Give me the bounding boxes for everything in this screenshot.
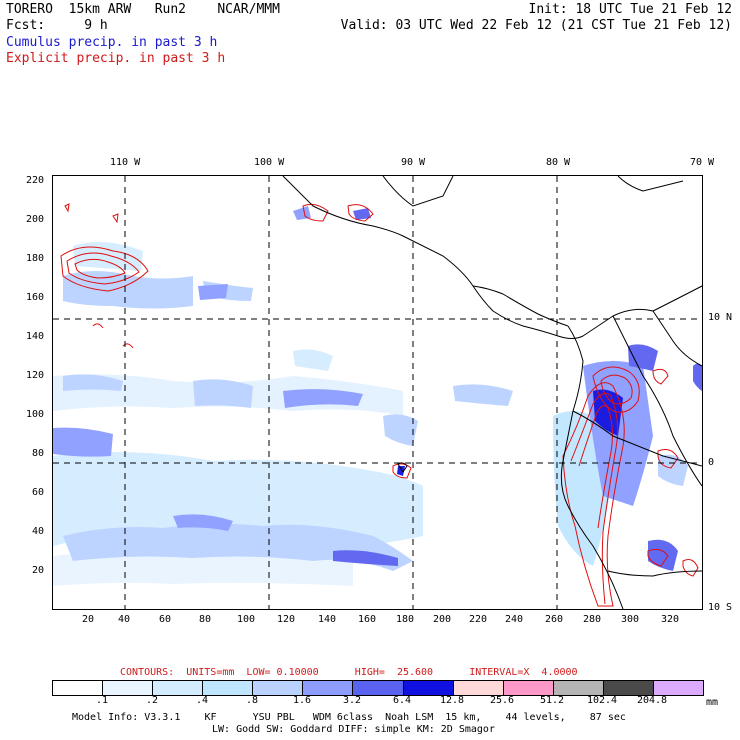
cumulus-precip-shading	[53, 206, 702, 586]
colorbar-label: .4	[195, 695, 209, 706]
lon-label-90w: 90 W	[401, 157, 426, 168]
y-tick: 200	[26, 214, 45, 225]
explicit-legend: Explicit precip. in past 3 h	[6, 51, 226, 66]
x-tick: 240	[505, 614, 524, 625]
y-tick: 220	[26, 175, 45, 186]
x-tick: 60	[159, 614, 172, 625]
x-tick: 280	[583, 614, 602, 625]
precip-colorbar	[52, 680, 704, 696]
colorbar-label: 204.8	[636, 695, 668, 706]
colorbar-label: .1	[95, 695, 109, 706]
y-tick: 100	[26, 409, 45, 420]
colorbar-swatch	[253, 681, 304, 695]
x-tick: 120	[277, 614, 296, 625]
lat-label-10s: 10 S	[708, 602, 733, 613]
y-tick: 140	[26, 331, 45, 342]
colorbar-swatch	[403, 681, 454, 695]
colorbar-swatch	[53, 681, 104, 695]
valid-time: Valid: 03 UTC Wed 22 Feb 12 (21 CST Tue …	[340, 18, 732, 33]
colorbar-unit: mm	[706, 697, 719, 708]
lat-label-10n: 10 N	[708, 312, 733, 323]
colorbar-swatch	[353, 681, 404, 695]
x-tick: 40	[118, 614, 131, 625]
physics-info: LW: Godd SW: Goddard DIFF: simple KM: 2D…	[212, 724, 495, 735]
cumulus-legend: Cumulus precip. in past 3 h	[6, 35, 218, 50]
lon-label-100w: 100 W	[254, 157, 285, 168]
colorbar-label: 102.4	[586, 695, 618, 706]
colorbar-swatch	[503, 681, 554, 695]
precip-map	[52, 175, 703, 610]
coastlines	[282, 176, 702, 609]
colorbar-label: 3.2	[342, 695, 362, 706]
x-tick: 260	[545, 614, 564, 625]
lat-label-0: 0	[708, 457, 715, 468]
colorbar-swatch	[203, 681, 254, 695]
map-canvas	[53, 176, 702, 609]
x-tick: 300	[621, 614, 640, 625]
colorbar-label: .8	[245, 695, 259, 706]
x-tick: 160	[358, 614, 377, 625]
lon-label-70w: 70 W	[690, 157, 715, 168]
y-tick: 40	[32, 526, 45, 537]
colorbar-label: 51.2	[539, 695, 565, 706]
colorbar-swatch	[653, 681, 704, 695]
run-title: TORERO 15km ARW Run2 NCAR/MMM	[6, 2, 280, 17]
colorbar-labels: .1 .2 .4 .8 1.6 3.2 6.4 12.8 25.6 51.2 102.4 204.8	[52, 695, 702, 707]
y-tick: 60	[32, 487, 45, 498]
colorbar-label: 6.4	[392, 695, 412, 706]
init-time: Init: 18 UTC Tue 21 Feb 12	[528, 2, 733, 17]
colorbar-swatch	[303, 681, 354, 695]
colorbar-swatch	[603, 681, 654, 695]
colorbar-swatch	[553, 681, 604, 695]
model-info: Model Info: V3.3.1 KF YSU PBL WDM 6class…	[72, 712, 626, 723]
explicit-precip-contours	[60, 203, 699, 607]
colorbar-swatch	[153, 681, 204, 695]
lon-label-110w: 110 W	[110, 157, 141, 168]
x-tick: 180	[396, 614, 415, 625]
x-tick: 80	[199, 614, 212, 625]
x-tick: 320	[661, 614, 680, 625]
colorbar-label: .2	[145, 695, 159, 706]
lon-label-80w: 80 W	[546, 157, 571, 168]
x-tick: 200	[433, 614, 452, 625]
x-tick: 20	[82, 614, 95, 625]
y-tick: 20	[32, 565, 45, 576]
colorbar-label: 1.6	[292, 695, 312, 706]
y-tick: 160	[26, 292, 45, 303]
x-tick: 140	[318, 614, 337, 625]
colorbar-swatch	[103, 681, 154, 695]
y-tick: 180	[26, 253, 45, 264]
x-tick: 100	[237, 614, 256, 625]
lat-lon-grid	[53, 176, 702, 609]
colorbar-label: 12.8	[439, 695, 465, 706]
contour-info: CONTOURS: UNITS=mm LOW= 0.10000 HIGH= 25…	[120, 667, 578, 678]
colorbar-swatch	[453, 681, 504, 695]
colorbar-label: 25.6	[489, 695, 515, 706]
y-tick: 120	[26, 370, 45, 381]
forecast-hour: Fcst: 9 h	[6, 18, 108, 33]
y-tick: 80	[32, 448, 45, 459]
x-tick: 220	[469, 614, 488, 625]
